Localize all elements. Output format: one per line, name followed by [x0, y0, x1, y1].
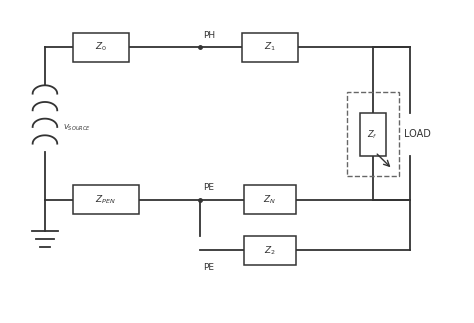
FancyBboxPatch shape	[244, 236, 296, 265]
Text: PH: PH	[203, 31, 215, 40]
Text: $Z_{PEN}$: $Z_{PEN}$	[95, 193, 116, 206]
FancyBboxPatch shape	[360, 113, 386, 156]
Text: $Z_1$: $Z_1$	[264, 41, 276, 54]
FancyBboxPatch shape	[244, 185, 296, 214]
FancyBboxPatch shape	[73, 33, 129, 61]
Text: $Z_2$: $Z_2$	[264, 244, 276, 257]
Text: PE: PE	[203, 263, 214, 272]
Text: $Z_f$: $Z_f$	[367, 128, 378, 141]
Text: $Z_0$: $Z_0$	[95, 41, 107, 54]
FancyBboxPatch shape	[73, 185, 138, 214]
Text: LOAD: LOAD	[404, 129, 431, 139]
Text: $V_{SOURCE}$: $V_{SOURCE}$	[63, 123, 91, 133]
FancyBboxPatch shape	[242, 33, 298, 61]
Text: PE: PE	[203, 183, 214, 192]
Text: $Z_N$: $Z_N$	[264, 193, 276, 206]
